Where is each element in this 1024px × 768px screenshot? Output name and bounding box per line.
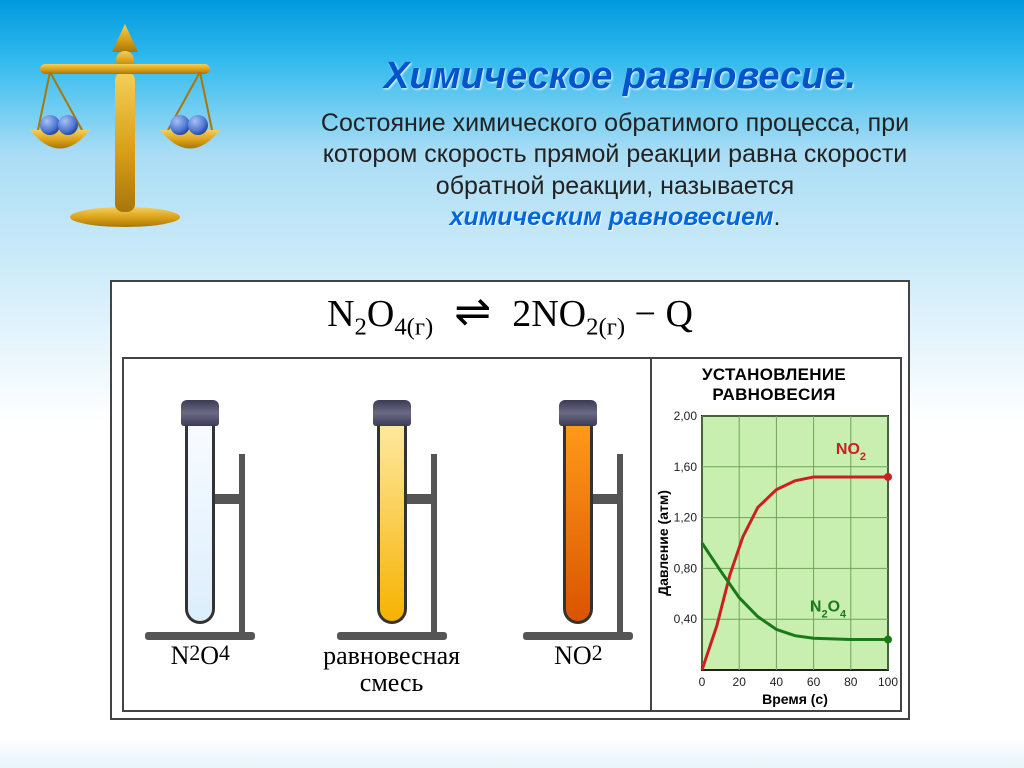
equilibrium-arrows-icon [443, 300, 503, 334]
eq-tail: − Q [625, 293, 693, 335]
svg-text:0,40: 0,40 [674, 612, 698, 626]
eq-O: O [367, 293, 394, 335]
eq-NO: NO [531, 293, 586, 335]
svg-text:20: 20 [733, 675, 747, 689]
tube-n2o4-tube [175, 404, 225, 634]
svg-text:80: 80 [844, 675, 858, 689]
tube-mix: равновеснаясмесь [323, 404, 460, 700]
equilibrium-chart: 0 20 40 60 80 100 0,40 0,80 1,20 1,60 2,00 Время (с… [654, 410, 898, 710]
tube-mix-tube [367, 404, 417, 634]
def-line1: Состояние химического обратимого процесс… [321, 109, 909, 137]
svg-text:Время (с): Время (с) [762, 691, 828, 707]
tube-n2o4: N2O4 [171, 404, 230, 700]
svg-text:1,20: 1,20 [674, 511, 698, 525]
figure-panel: N2O4(г) 2NO2(г) − Q N2O4равновеснаясмесь… [110, 280, 910, 720]
def-line2: котором скорость прямой реакции равна ск… [323, 140, 908, 168]
tube-mix-label: равновеснаясмесь [323, 642, 460, 700]
tube-no2-label: NO2 [554, 642, 602, 700]
svg-text:40: 40 [770, 675, 784, 689]
slide-title: Химическое равновесие. [270, 55, 970, 98]
svg-text:Давление (атм): Давление (атм) [655, 490, 671, 596]
eq-N: N [327, 293, 354, 335]
svg-text:1,60: 1,60 [674, 460, 698, 474]
tubes-area: N2O4 равновеснаясмесь NO2 [122, 357, 652, 712]
reaction-equation: N2O4(г) 2NO2(г) − Q [112, 292, 908, 342]
eq-phase1: (г) [407, 314, 434, 341]
svg-text:60: 60 [807, 675, 821, 689]
tube-n2o4-label: N2O4 [171, 642, 230, 700]
definition-text: Состояние химического обратимого процесс… [225, 108, 1005, 233]
tube-no2-tube [553, 404, 603, 634]
tube-no2: NO2 [553, 404, 603, 700]
def-highlight: химическим равновесием [450, 203, 774, 231]
chart-area: УСТАНОВЛЕНИЕ РАВНОВЕСИЯ 0 20 40 60 80 100 0,40… [652, 357, 902, 712]
eq-sub2b: 2 [586, 314, 598, 341]
balance-scale-graphic [20, 12, 230, 232]
eq-phase2: (г) [598, 314, 625, 341]
svg-text:0: 0 [699, 675, 706, 689]
svg-text:2,00: 2,00 [674, 410, 698, 423]
eq-sub4: 4 [394, 314, 406, 341]
def-period: . [773, 203, 780, 231]
eq-coeff: 2 [512, 293, 531, 335]
chart-title: УСТАНОВЛЕНИЕ РАВНОВЕСИЯ [654, 365, 894, 404]
svg-text:100: 100 [878, 675, 898, 689]
svg-text:0,80: 0,80 [674, 561, 698, 575]
def-line3: обратной реакции, называется [436, 172, 794, 200]
eq-sub2a: 2 [355, 314, 367, 341]
footer-fade [0, 738, 1024, 768]
